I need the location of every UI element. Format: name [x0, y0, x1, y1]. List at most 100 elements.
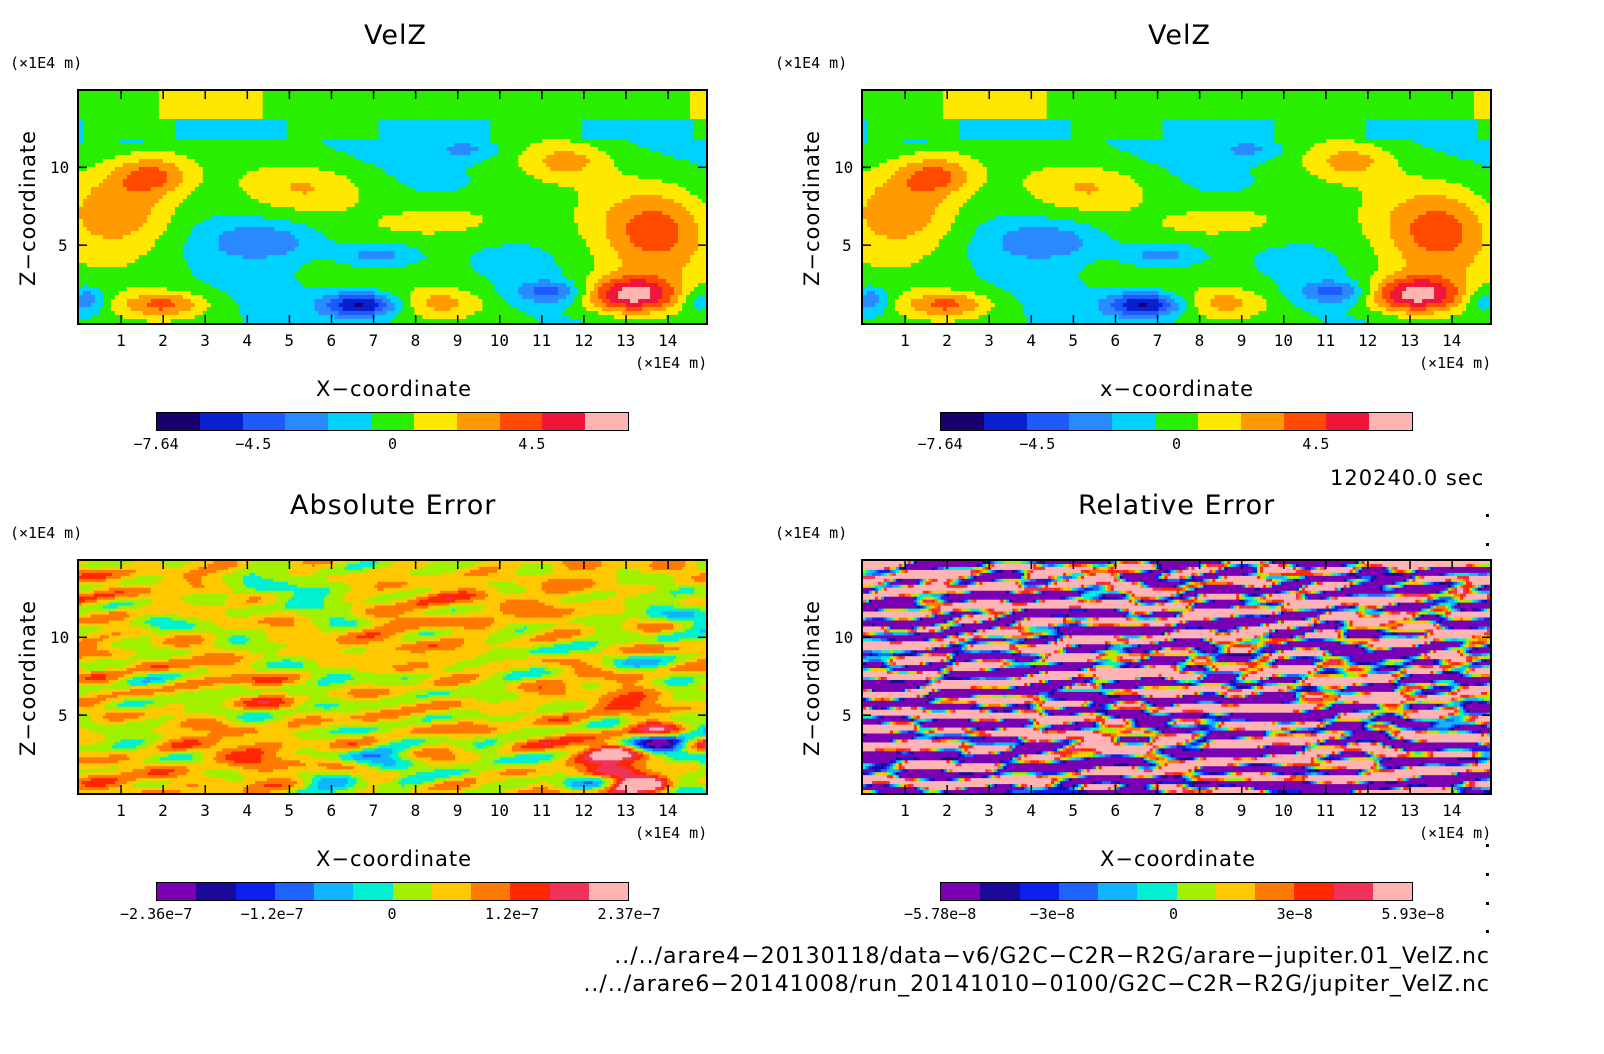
heatmap-cell [138, 251, 144, 256]
heatmap-cell [418, 311, 424, 316]
heatmap-cell [394, 211, 400, 216]
heatmap-cell [406, 319, 412, 323]
heatmap-cell [154, 167, 160, 172]
heatmap-cell [290, 207, 296, 212]
heatmap-cell [114, 243, 120, 248]
heatmap-cell [278, 251, 284, 256]
heatmap-cell [202, 231, 208, 236]
heatmap-cell [206, 147, 212, 152]
heatmap-cell [258, 299, 264, 304]
heatmap-cell [146, 147, 152, 152]
heatmap-cell [270, 151, 276, 156]
heatmap-cell [102, 139, 108, 144]
heatmap-cell [79, 315, 84, 320]
heatmap-cell [354, 159, 360, 164]
heatmap-cell [222, 159, 228, 164]
heatmap-cell [366, 103, 372, 108]
heatmap-cell [342, 319, 348, 323]
heatmap-cell [274, 99, 280, 104]
heatmap-cell [242, 271, 248, 276]
heatmap-cell [278, 223, 284, 228]
heatmap-cell [198, 319, 204, 323]
heatmap-cell [126, 203, 132, 208]
heatmap-cell [386, 191, 392, 196]
heatmap-cell [330, 163, 336, 168]
heatmap-cell [230, 243, 236, 248]
heatmap-cell [90, 275, 96, 280]
heatmap-cell [410, 315, 416, 320]
heatmap-cell [402, 275, 408, 280]
heatmap-cell [158, 263, 164, 268]
heatmap-cell [90, 195, 96, 200]
heatmap-cell [174, 163, 180, 168]
heatmap-cell [154, 259, 160, 264]
heatmap-cell [242, 251, 248, 256]
heatmap-cell [266, 175, 272, 180]
heatmap-cell [126, 215, 132, 220]
heatmap-cell [79, 163, 84, 168]
heatmap-cell [378, 91, 384, 96]
heatmap-cell [418, 287, 424, 292]
heatmap-cell [222, 235, 228, 240]
heatmap-cell [242, 239, 248, 244]
heatmap-cell [354, 171, 360, 176]
heatmap-cell [306, 139, 312, 144]
heatmap-cell [306, 167, 312, 172]
heatmap-cell [410, 283, 416, 288]
heatmap-cell [90, 243, 96, 248]
heatmap-cell [282, 119, 288, 124]
heatmap-cell [374, 227, 380, 232]
heatmap-cell [374, 247, 380, 252]
heatmap-cell [398, 315, 404, 320]
heatmap-cell [134, 307, 140, 312]
heatmap-cell [394, 203, 400, 208]
heatmap-cell [174, 171, 180, 176]
heatmap-cell [102, 119, 108, 124]
heatmap-cell [406, 299, 412, 304]
heatmap-cell [314, 315, 320, 320]
heatmap-cell [94, 179, 100, 184]
heatmap-cell [254, 207, 260, 212]
heatmap-cell [362, 103, 368, 108]
heatmap-cell [290, 135, 296, 140]
heatmap-cell [286, 251, 292, 256]
heatmap-cell [286, 263, 292, 268]
heatmap-cell [386, 283, 392, 288]
heatmap-cell [398, 267, 404, 272]
heatmap-cell [230, 215, 236, 220]
heatmap-cell [142, 271, 148, 276]
heatmap-cell [358, 287, 364, 292]
heatmap-cell [90, 135, 96, 140]
heatmap-cell [334, 287, 340, 292]
heatmap-cell [82, 159, 88, 164]
heatmap-cell [398, 191, 404, 196]
heatmap-cell [390, 315, 396, 320]
heatmap-cell [262, 227, 268, 232]
heatmap-cell [134, 115, 140, 120]
heatmap-cell [150, 127, 156, 132]
heatmap-cell [114, 219, 120, 224]
heatmap-cell [82, 167, 88, 172]
heatmap-cell [318, 259, 324, 264]
heatmap-cell [90, 287, 96, 292]
heatmap-cell [350, 155, 356, 160]
heatmap-cell [186, 199, 192, 204]
heatmap-cell [302, 215, 308, 220]
heatmap-cell [306, 115, 312, 120]
heatmap-cell [90, 179, 96, 184]
heatmap-cell [182, 199, 188, 204]
heatmap-cell [290, 159, 296, 164]
heatmap-cell [314, 275, 320, 280]
heatmap-cell [330, 191, 336, 196]
heatmap-cell [186, 255, 192, 260]
heatmap-cell [246, 271, 252, 276]
heatmap-cell [254, 303, 260, 308]
heatmap-cell [82, 203, 88, 208]
heatmap-cell [102, 259, 108, 264]
heatmap-cell [110, 319, 116, 323]
heatmap-cell [166, 187, 172, 192]
heatmap-cell [154, 139, 160, 144]
heatmap-cell [278, 191, 284, 196]
heatmap-cell [402, 279, 408, 284]
heatmap-cell [142, 107, 148, 112]
